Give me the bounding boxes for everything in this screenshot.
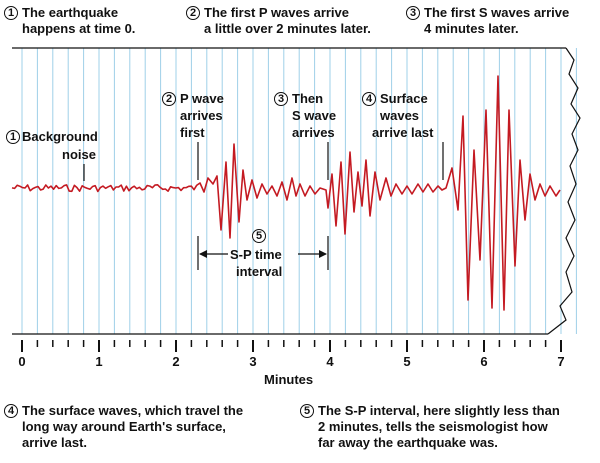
label-number: 5	[252, 229, 266, 243]
axis-title: Minutes	[264, 372, 314, 387]
tick-label: 3	[249, 354, 257, 369]
label-number: 4	[362, 92, 376, 106]
label-line3: arrives	[292, 125, 335, 140]
tick-label: 5	[403, 354, 411, 369]
callout-lines	[83, 142, 444, 270]
label-line1: Then	[292, 91, 324, 106]
paper-torn-edge	[547, 47, 581, 335]
label-number: 1	[6, 130, 20, 144]
label-line1: S-P time	[230, 247, 282, 262]
tick-label: 2	[172, 354, 180, 369]
label-line1: P wave	[180, 91, 224, 106]
note-number-2: 2	[186, 6, 200, 20]
tick-label: 4	[326, 354, 334, 369]
note-1-line1: The earthquake	[22, 5, 119, 20]
time-gridlines	[12, 47, 577, 335]
label-line2: S wave	[292, 108, 337, 123]
time-axis	[21, 340, 562, 352]
note-4-line1: The surface waves, which travel the	[22, 403, 244, 418]
label-line2: interval	[236, 264, 283, 279]
note-1-line2: happens at time 0.	[22, 21, 136, 36]
note-4-line2: long way around Earth's surface,	[22, 419, 226, 434]
label-line2: arrives	[180, 108, 223, 123]
note-5-line1: The S-P interval, here slightly less tha…	[318, 403, 560, 418]
note-number-4: 4	[4, 404, 18, 418]
tick-label: 0	[18, 354, 26, 369]
note-2-line1: The first P waves arrive	[204, 5, 350, 20]
label-line3: arrive last	[372, 125, 434, 140]
seismic-trace	[11, 75, 561, 311]
label-line2: noise	[62, 147, 96, 162]
tick-label: 7	[557, 354, 565, 369]
note-number-1: 1	[4, 6, 18, 20]
label-line2: waves	[380, 108, 420, 123]
note-4-line3: arrive last.	[22, 435, 88, 450]
label-line1: Surface	[380, 91, 428, 106]
note-2-line2: a little over 2 minutes later.	[204, 21, 371, 36]
label-line3: first	[180, 125, 205, 140]
note-5-line3: far away the earthquake was.	[318, 435, 498, 450]
note-number-5: 5	[300, 404, 314, 418]
label-line1: Background	[22, 129, 98, 144]
label-number: 3	[274, 92, 288, 106]
tick-label: 1	[95, 354, 103, 369]
note-3-line1: The first S waves arrive	[424, 5, 570, 20]
arrowhead-left	[199, 250, 207, 258]
note-5-line2: 2 minutes, tells the seismologist how	[318, 419, 548, 434]
note-3-line2: 4 minutes later.	[424, 21, 519, 36]
label-number: 2	[162, 92, 176, 106]
note-number-3: 3	[406, 6, 420, 20]
arrowhead-right	[319, 250, 327, 258]
tick-label: 6	[480, 354, 488, 369]
